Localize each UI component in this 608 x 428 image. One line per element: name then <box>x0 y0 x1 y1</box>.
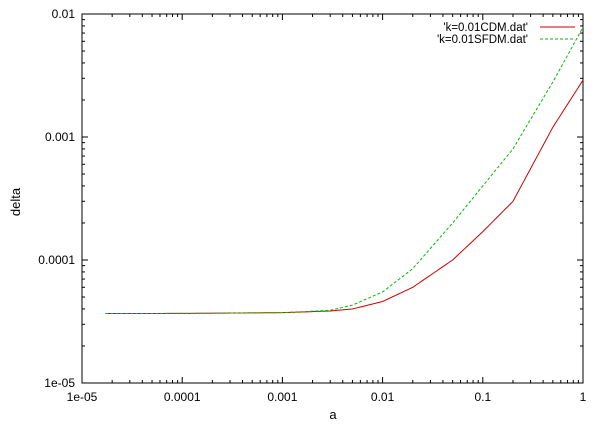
x-axis-label: a <box>329 407 337 422</box>
x-tick-label: 0.001 <box>267 390 297 404</box>
x-tick-label: 0.0001 <box>164 390 201 404</box>
plot-frame <box>81 13 584 384</box>
legend-label-2: 'k=0.01SFDM.dat' <box>437 34 528 46</box>
legend-label-1: 'k=0.01CDM.dat' <box>443 22 528 34</box>
y-tick-label: 0.001 <box>45 130 75 144</box>
x-tick-label: 0.1 <box>474 390 491 404</box>
axis-tick-labels: 1e-05 0.0001 0.001 0.01 0.1 1 1e-05 0.0001 0.001… <box>38 7 586 404</box>
y-tick-label: 1e-05 <box>44 376 75 390</box>
series-line-1 <box>105 79 584 315</box>
legend: 'k=0.01CDM.dat''k=0.01SFDM.dat' <box>437 22 575 46</box>
y-axis-label: delta <box>8 187 23 216</box>
y-tick-label: 0.0001 <box>38 253 75 267</box>
y-tick-label: 0.01 <box>52 7 76 21</box>
axis-ticks <box>81 13 584 384</box>
x-tick-label: 1e-05 <box>67 390 98 404</box>
series-line-2 <box>105 27 584 315</box>
series-layer <box>105 27 584 315</box>
x-tick-label: 1 <box>580 390 587 404</box>
x-tick-label: 0.01 <box>371 390 395 404</box>
